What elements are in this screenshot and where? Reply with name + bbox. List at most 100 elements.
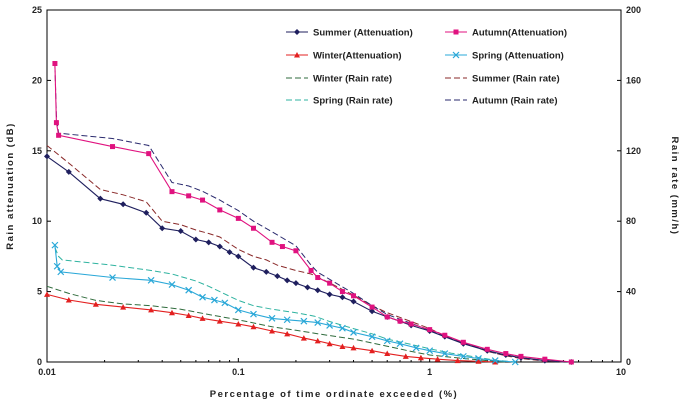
data-point xyxy=(339,294,346,301)
data-point xyxy=(217,207,223,213)
x-tick-label: 0.01 xyxy=(38,367,56,377)
x-tick-label: 1 xyxy=(427,367,432,377)
legend-marker xyxy=(294,52,300,58)
data-point xyxy=(475,355,482,362)
data-point xyxy=(250,225,256,231)
data-point-stroke xyxy=(199,293,206,301)
legend-marker xyxy=(453,29,459,35)
x-tick-label: 0.1 xyxy=(232,367,245,377)
series-1 xyxy=(52,61,574,365)
data-point xyxy=(279,244,285,250)
data-point xyxy=(186,193,192,199)
legend-item: Summer (Rain rate) xyxy=(445,74,560,85)
data-point xyxy=(350,329,357,336)
legend-marker xyxy=(294,29,300,35)
data-point xyxy=(159,225,166,232)
data-point xyxy=(441,350,449,357)
legend-label: Summer (Attenuation) xyxy=(313,28,413,39)
legend-label: Autumn (Rain rate) xyxy=(472,96,558,107)
legend-label: Autumn(Attenuation) xyxy=(472,28,567,39)
data-point-stroke xyxy=(475,355,482,362)
data-point xyxy=(92,301,99,307)
plot-area xyxy=(46,9,622,363)
data-point xyxy=(383,337,391,345)
data-point xyxy=(146,151,152,157)
data-point xyxy=(315,275,321,281)
data-point xyxy=(460,339,466,345)
data-point xyxy=(120,201,127,208)
data-point xyxy=(97,195,104,202)
data-point xyxy=(434,356,441,362)
data-point-stroke xyxy=(250,310,257,318)
data-point xyxy=(304,284,311,291)
data-point-stroke xyxy=(459,352,467,360)
data-point xyxy=(292,280,299,287)
y2-tick-label: 80 xyxy=(626,216,636,226)
data-point xyxy=(408,321,414,327)
data-point-stroke xyxy=(53,262,61,270)
data-point-stroke xyxy=(268,314,276,322)
data-point xyxy=(426,347,434,355)
legend-label: Winter(Attenuation) xyxy=(313,51,402,62)
data-point xyxy=(300,317,308,325)
data-point xyxy=(339,289,345,295)
y-tick-label: 10 xyxy=(32,216,42,226)
series-4 xyxy=(46,285,506,363)
y-tick-label: 20 xyxy=(32,75,42,85)
data-point xyxy=(269,239,275,245)
data-point xyxy=(169,189,175,195)
data-point xyxy=(57,268,65,276)
data-point xyxy=(148,306,155,313)
data-point-stroke xyxy=(383,337,391,345)
data-point xyxy=(269,328,276,334)
data-point xyxy=(492,359,499,365)
legend-item: Spring (Attenuation) xyxy=(445,51,564,62)
data-point-stroke xyxy=(300,317,308,325)
data-point xyxy=(314,287,321,294)
data-point-stroke xyxy=(168,281,176,288)
legend-item: Autumn(Attenuation) xyxy=(445,28,567,39)
data-point-stroke xyxy=(234,306,242,314)
y2-axis-title: Rain rate (mm/h) xyxy=(669,137,680,236)
series-line xyxy=(46,155,572,363)
series-line xyxy=(54,247,516,363)
data-point xyxy=(326,340,333,347)
data-point xyxy=(205,239,212,246)
data-point xyxy=(384,314,390,320)
legend-item: Winter(Attenuation) xyxy=(286,51,402,62)
data-point xyxy=(221,299,229,307)
y2-tick-label: 40 xyxy=(626,287,636,297)
series-2 xyxy=(44,291,499,365)
data-point xyxy=(459,352,467,360)
data-point xyxy=(274,273,281,280)
data-point xyxy=(168,309,175,316)
data-point xyxy=(147,276,155,284)
data-point xyxy=(412,344,420,352)
data-point xyxy=(65,297,72,303)
data-point-stroke xyxy=(185,286,193,294)
data-point-stroke xyxy=(283,316,291,324)
legend-item: Spring (Rain rate) xyxy=(286,96,393,107)
data-point xyxy=(475,358,482,364)
legend-item: Summer (Attenuation) xyxy=(286,28,413,39)
data-point xyxy=(268,314,276,322)
series-6 xyxy=(54,247,516,363)
data-point xyxy=(542,356,548,362)
x-axis-title: Percentage of time ordinate exceeded (%) xyxy=(210,389,458,400)
data-point xyxy=(235,253,242,260)
y-tick-label: 15 xyxy=(32,146,42,156)
y2-tick-label: 160 xyxy=(626,75,641,85)
y2-tick-label: 200 xyxy=(626,5,641,15)
data-point xyxy=(314,337,321,344)
data-point xyxy=(192,236,199,243)
data-point xyxy=(211,296,218,304)
data-point-stroke xyxy=(221,299,229,307)
x-tick-label: 10 xyxy=(616,367,626,377)
data-point xyxy=(568,359,574,365)
data-point xyxy=(402,353,409,359)
series-line xyxy=(54,66,564,363)
data-point xyxy=(56,132,62,138)
data-point-stroke xyxy=(368,333,376,341)
data-point xyxy=(417,354,424,361)
